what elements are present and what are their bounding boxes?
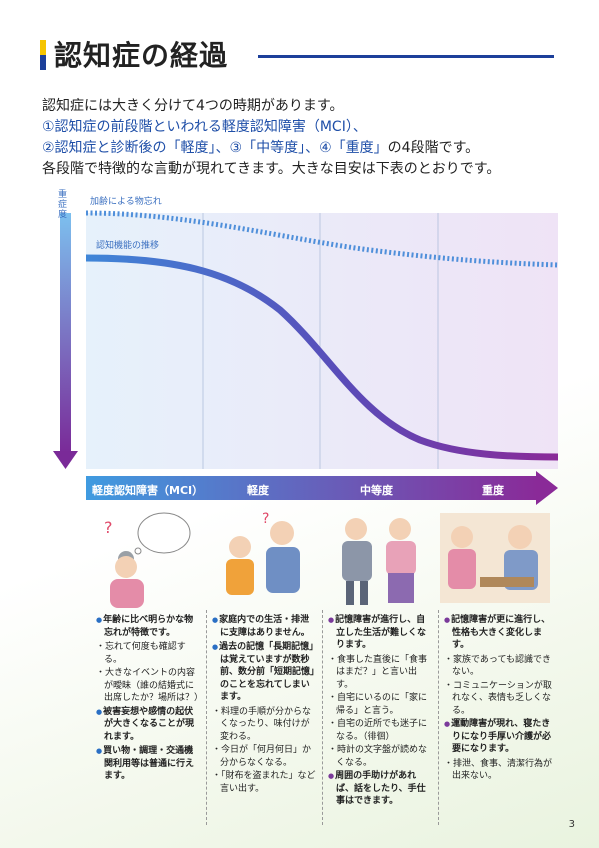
stage-column-severe: 記憶障害が更に進行し、性格も大きく変化します。 家族であっても認識できない。 コ… xyxy=(444,614,554,784)
stage-label-severe: 重度 xyxy=(482,484,504,497)
list-item: 家族であっても認識できない。 xyxy=(444,654,554,679)
illustration-severe xyxy=(440,513,550,603)
list-item: 食事した直後に「食事はまだ？」と言い出す。 xyxy=(328,654,432,692)
stage-arrow xyxy=(86,476,538,500)
list-item: 自宅の近所でも迷子になる。（徘徊） xyxy=(328,718,432,743)
list-item: 過去の記憶「長期記憶」は覚えていますが数秒前、数分前「短期記憶」のことを忘れてし… xyxy=(212,641,316,704)
intro-line-2: ①認知症の前段階といわれる軽度認知障害（MCI）、 xyxy=(42,119,367,135)
intro-line-3-stages: ②認知症と診断後の「軽度」、③「中等度」、④「重度」 xyxy=(42,140,388,156)
page-title: 認知症の経過 xyxy=(54,39,229,72)
column-separator xyxy=(206,610,207,825)
title-underline xyxy=(258,55,554,58)
severity-arrow xyxy=(60,213,71,453)
illustration-mci: ? xyxy=(104,512,191,608)
list-item: 大きなイベントの内容が曖昧（誰の結婚式に出席したか？場所は？） xyxy=(96,667,203,705)
stage-column-mild: 家庭内での生活・排泄に支障はありません。 過去の記憶「長期記憶」は覚えていますが… xyxy=(212,614,316,796)
cognition-curve xyxy=(85,254,559,461)
list-item: 料理の手順が分からなくなったり、味付けが変わる。 xyxy=(212,706,316,744)
column-separator xyxy=(322,610,323,825)
list-item: 記憶障害が更に進行し、性格も大きく変化します。 xyxy=(444,614,554,652)
stage-column-moderate: 記憶障害が進行し、自立した生活が難しくなります。 食事した直後に「食事はまだ？」… xyxy=(328,614,432,810)
illustration-moderate xyxy=(342,518,416,605)
page-number: 3 xyxy=(568,819,575,830)
list-item: 運動障害が現れ、寝たきりになり手厚い介護が必要になります。 xyxy=(444,718,554,756)
svg-text:?: ? xyxy=(104,518,113,537)
list-item: 今日が「何月何日」か分からなくなる。 xyxy=(212,744,316,769)
title-accent-blue xyxy=(40,55,46,70)
severity-label: 重症度 xyxy=(58,190,68,220)
aging-curve-label: 加齢による物忘れ xyxy=(90,197,162,207)
cognition-curve-label: 認知機能の推移 xyxy=(96,241,160,251)
list-item: 時計の文字盤が読めなくなる。 xyxy=(328,744,432,769)
column-separator xyxy=(438,610,439,825)
list-item: 被害妄想や感情の起伏が大きくなることが現れます。 xyxy=(96,706,200,744)
stage-label-moderate: 中等度 xyxy=(360,484,393,497)
list-item: 忘れて何度も確認する。 xyxy=(96,641,200,666)
list-item: 自宅にいるのに「家に帰る」と言う。 xyxy=(328,692,432,717)
severity-arrow-head xyxy=(53,451,78,469)
intro-line-4: 各段階で特徴的な言動が現れてきます。大きな目安は下表のとおりです。 xyxy=(42,161,501,177)
intro-line-3-end: の4段階です。 xyxy=(387,140,480,156)
stage-label-mci: 軽度認知障害（MCI） xyxy=(92,484,204,497)
list-item: 買い物・調理・交通機関利用等は普通に行えます。 xyxy=(96,745,200,783)
stage-label-mild: 軽度 xyxy=(247,484,269,497)
list-item: コミュニケーションが取れなく、表情も乏しくなる。 xyxy=(444,680,554,718)
progression-chart xyxy=(53,210,559,505)
list-item: 年齢に比べ明らかな物忘れが特徴です。 xyxy=(96,614,200,639)
chart-area xyxy=(86,213,558,469)
list-item: 「財布を盗まれた」など言い出す。 xyxy=(212,770,316,795)
svg-text:?: ? xyxy=(262,511,269,527)
list-item: 記憶障害が進行し、自立した生活が難しくなります。 xyxy=(328,614,432,652)
aging-curve xyxy=(85,210,559,268)
stage-column-mci: 年齢に比べ明らかな物忘れが特徴です。 忘れて何度も確認する。 大きなイベントの内… xyxy=(96,614,203,785)
intro-line-1: 認知症には大きく分けて4つの時期があります。 xyxy=(42,98,344,114)
intro-text: 認知症には大きく分けて4つの時期があります。 ①認知症の前段階といわれる軽度認知… xyxy=(42,96,562,180)
intro-line-3: ②認知症と診断後の「軽度」、③「中等度」、④「重度」の4段階です。 xyxy=(42,138,562,159)
list-item: 周囲の手助けがあれば、話をしたり、手仕事はできます。 xyxy=(328,770,432,808)
list-item: 排泄、食事、清潔行為が出来ない。 xyxy=(444,758,554,783)
stage-arrow-head xyxy=(536,471,558,505)
list-item: 家庭内での生活・排泄に支障はありません。 xyxy=(212,614,316,639)
illustration-mild: ? xyxy=(226,511,300,595)
